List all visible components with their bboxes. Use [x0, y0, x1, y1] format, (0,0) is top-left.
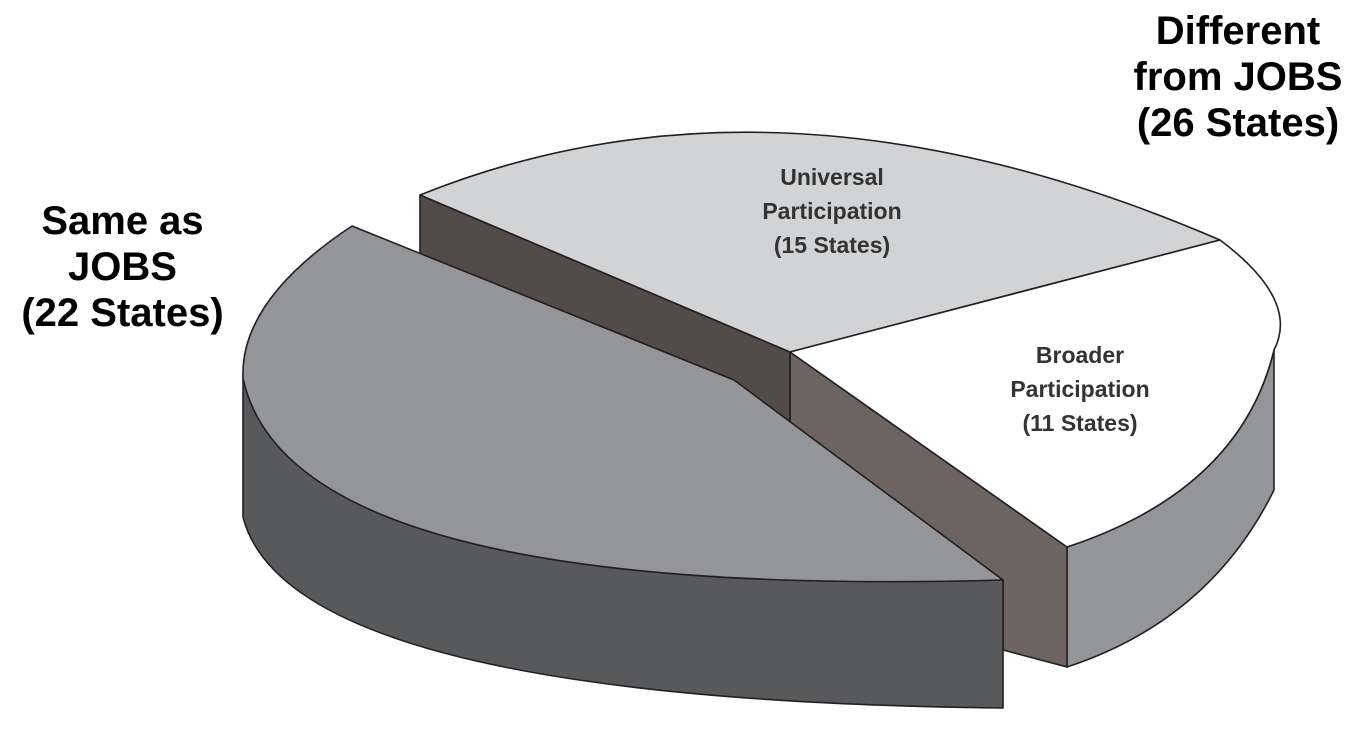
universal-participation-label-line: Participation	[762, 198, 902, 224]
universal-participation-slice	[419, 131, 1221, 353]
broader-participation-slice	[789, 239, 1282, 548]
different-from-jobs-label-line: from JOBS	[1133, 55, 1343, 99]
broader-participation-label-line: (11 States)	[1022, 410, 1138, 436]
same-as-jobs-slice	[242, 225, 1004, 583]
different-from-jobs-label-line: Different	[1155, 9, 1321, 53]
different-from-jobs-label-line: (26 States)	[1136, 101, 1340, 145]
broader-participation-label-line: Participation	[1010, 376, 1150, 402]
broader-participation-label: Broader Participation (11 States)	[960, 338, 1200, 440]
universal-participation-label-line: Universal	[780, 164, 884, 190]
broader-participation-label-line: Broader	[1035, 342, 1125, 368]
different-from-jobs-label: Different from JOBS (26 States)	[1118, 8, 1358, 146]
same-as-jobs-label-line: (22 States)	[21, 291, 224, 335]
same-as-jobs-label-line: JOBS	[68, 245, 177, 289]
same-as-jobs-label: Same as JOBS (22 States)	[0, 198, 245, 336]
universal-participation-label: Universal Participation (15 States)	[712, 160, 952, 262]
universal-participation-label-line: (15 States)	[773, 232, 891, 258]
same-as-jobs-label-line: Same as	[41, 199, 204, 243]
